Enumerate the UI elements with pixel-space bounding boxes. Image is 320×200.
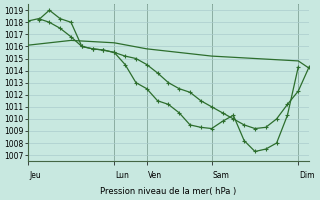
Text: Lun: Lun — [115, 171, 129, 180]
X-axis label: Pression niveau de la mer( hPa ): Pression niveau de la mer( hPa ) — [100, 187, 236, 196]
Text: Sam: Sam — [212, 171, 229, 180]
Text: Jeu: Jeu — [29, 171, 41, 180]
Text: Dim: Dim — [299, 171, 315, 180]
Text: Ven: Ven — [148, 171, 162, 180]
